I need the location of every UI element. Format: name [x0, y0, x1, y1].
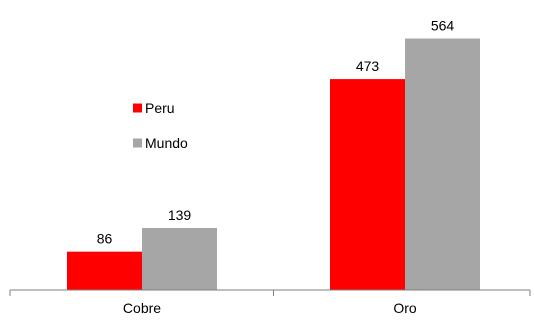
x-tick-label-cobre: Cobre — [123, 300, 161, 316]
bar-mundo-cobre — [142, 228, 217, 290]
bar-peru-oro — [330, 79, 405, 291]
legend-swatch-mundo — [133, 138, 142, 148]
data-label-mundo-oro: 564 — [431, 18, 455, 34]
legend-label-peru: Peru — [145, 100, 175, 116]
legend-swatch-peru — [133, 103, 142, 113]
bar-peru-cobre — [67, 251, 142, 290]
legend-label-mundo: Mundo — [145, 135, 188, 151]
x-axis: Cobre Oro — [9, 289, 531, 316]
data-label-mundo-cobre: 139 — [168, 207, 192, 223]
data-label-peru-oro: 473 — [356, 58, 380, 74]
data-labels-group: 86 139 473 564 — [97, 18, 455, 247]
x-tick-label-oro: Oro — [393, 300, 417, 316]
bars-group — [67, 38, 480, 291]
bar-mundo-oro — [405, 38, 480, 290]
legend: Peru Mundo — [133, 100, 188, 151]
data-label-peru-cobre: 86 — [97, 231, 113, 247]
